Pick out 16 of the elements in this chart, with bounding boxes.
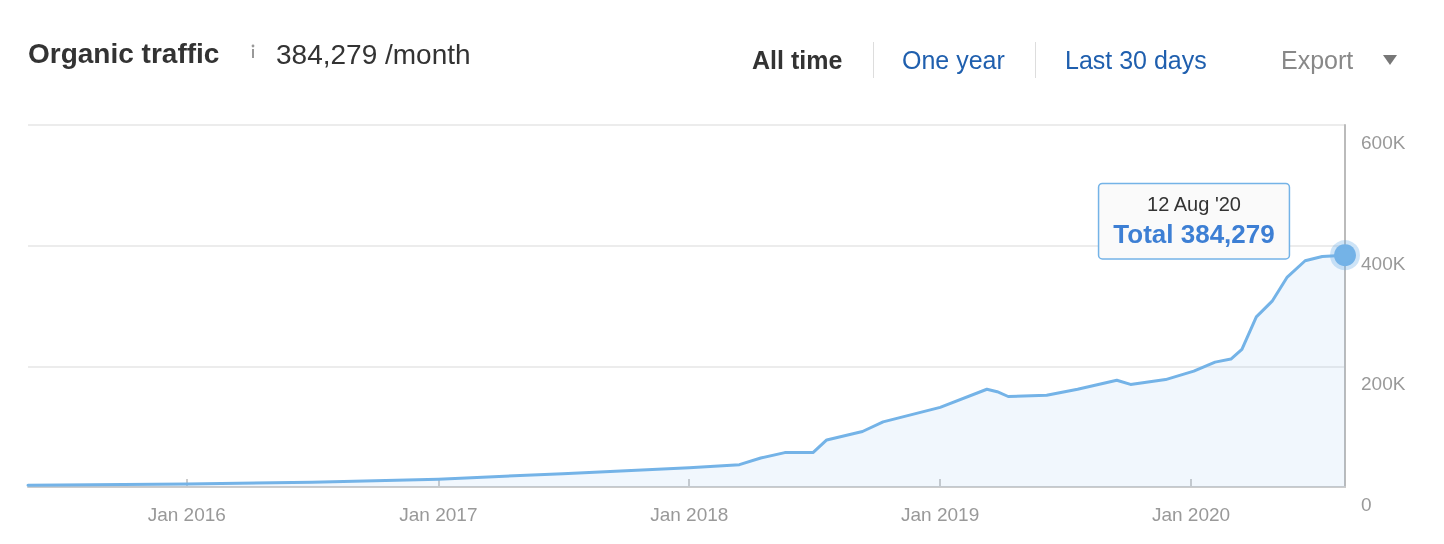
y-tick-label: 400K (1361, 252, 1406, 274)
text: All time (752, 46, 843, 75)
x-tick-label: Jan 2019 (901, 504, 980, 525)
annotation: 12 Aug '20 Total 384,279 (1113, 193, 1275, 250)
x-tick-label: Jan 2017 (399, 504, 478, 525)
text: Last 30 days (1065, 46, 1207, 75)
x-tick-label: Jan 2018 (650, 504, 729, 525)
x-tick-label: Jan 2016 (147, 504, 226, 525)
text: One year (902, 46, 1005, 75)
y-tick-label: 200K (1361, 373, 1406, 395)
y-tick-label: 0 (1361, 494, 1372, 515)
chart-title: Organic traffic (28, 38, 220, 70)
text: Export (1281, 46, 1354, 75)
y-tick-label: 600K (1361, 132, 1406, 153)
x-tick-label: Jan 2020 (1151, 504, 1231, 525)
chart-subtitle: 384,279 /month (276, 39, 471, 71)
